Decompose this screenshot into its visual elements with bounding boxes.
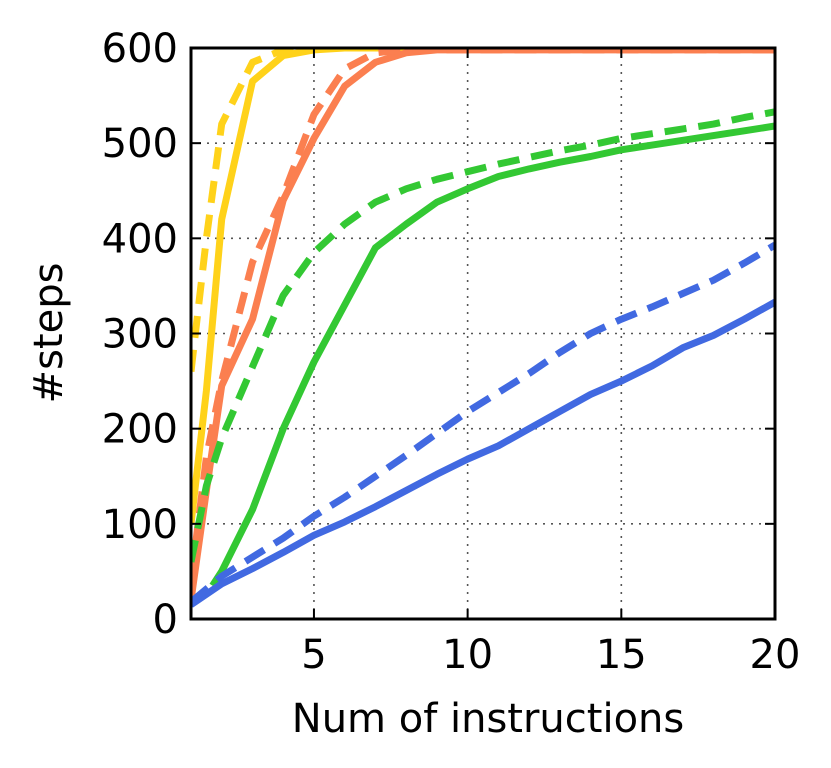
series-lines [191, 48, 775, 608]
y-axis-label: #steps [26, 263, 72, 404]
series-line-dashed [191, 241, 775, 605]
series-line-dashed [191, 48, 775, 373]
y-tick-label: 600 [102, 26, 178, 72]
y-tick-label: 400 [102, 216, 178, 262]
series-line-dashed [191, 108, 775, 563]
x-tick-label: 20 [750, 632, 801, 678]
tick-marks [191, 47, 776, 620]
series-line-solid [191, 48, 775, 525]
grid-lines [191, 48, 775, 619]
x-tick-label: 5 [301, 632, 326, 678]
series-line-solid [191, 299, 775, 608]
y-tick-label: 100 [102, 502, 178, 548]
y-tick-label: 300 [102, 312, 178, 358]
x-tick-label: 10 [442, 632, 493, 678]
series-line-dashed [191, 48, 775, 582]
y-tick-label: 500 [102, 121, 178, 167]
y-tick-label: 0 [153, 597, 178, 643]
y-tick-labels: 0 100 200 300 400 500 600 [102, 26, 178, 643]
series-line-solid [209, 122, 775, 588]
x-tick-labels: 5 10 15 20 [301, 632, 800, 678]
y-tick-label: 200 [102, 407, 178, 453]
x-tick-label: 15 [596, 632, 647, 678]
x-axis-label: Num of instructions [292, 696, 684, 742]
